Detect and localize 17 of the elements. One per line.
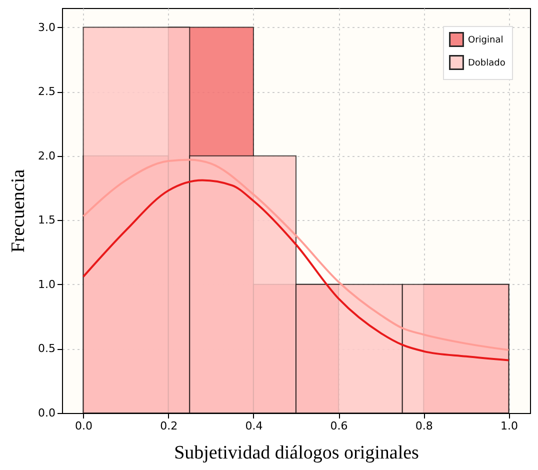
y-tick-label: 3.0 bbox=[38, 20, 56, 34]
legend-label: Doblado bbox=[468, 58, 506, 68]
y-tick-label: 0.5 bbox=[38, 342, 56, 356]
x-tick-label: 0.6 bbox=[330, 420, 348, 432]
y-axis-title: Frecuencia bbox=[8, 168, 30, 253]
x-tick-label: 0.0 bbox=[75, 420, 93, 432]
y-tick-label: 0.0 bbox=[38, 406, 56, 420]
legend-label: Original bbox=[468, 36, 504, 46]
y-tick-label: 1.0 bbox=[38, 278, 56, 291]
y-tick-label: 1.5 bbox=[38, 214, 56, 227]
y-tick-label: 2.0 bbox=[38, 149, 56, 162]
y-tick-label: 2.5 bbox=[38, 85, 56, 98]
x-tick-label: 0.2 bbox=[160, 420, 178, 432]
x-tick-label: 0.8 bbox=[415, 420, 433, 432]
x-tick-label: 1.0 bbox=[500, 420, 518, 432]
x-axis-title: Subjetividad diálogos originales bbox=[174, 442, 419, 464]
x-tick-label: 0.4 bbox=[245, 420, 263, 432]
